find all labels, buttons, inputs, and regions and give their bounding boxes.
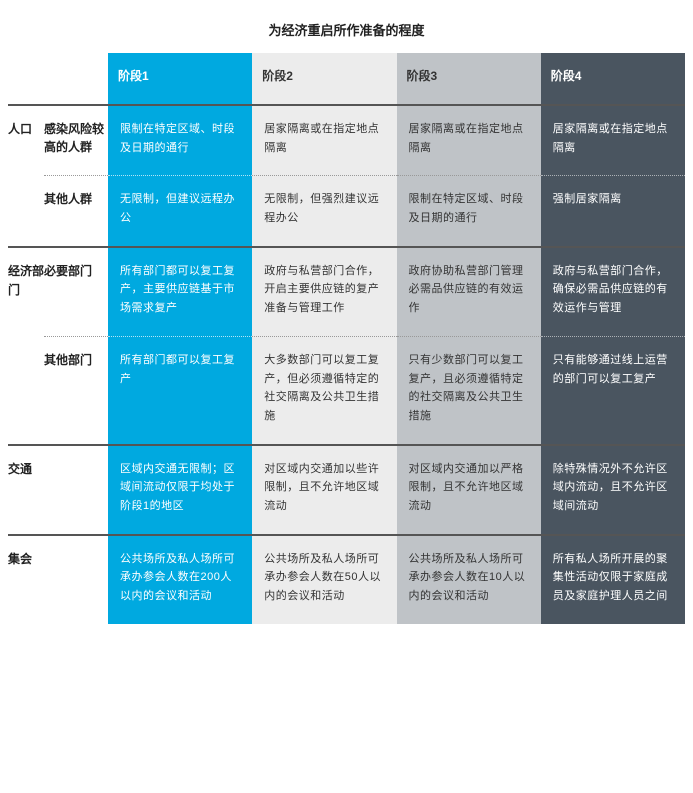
cell-transport-phase4: 除特殊情况外不允许区域内流动，且不允许区域间流动 bbox=[541, 444, 685, 534]
row-label-essential: 必要部门 bbox=[44, 246, 108, 336]
cell-gathering-phase3: 公共场所及私人场所可承办参会人数在10人以内的会议和活动 bbox=[397, 534, 541, 624]
section-spacer bbox=[8, 336, 44, 444]
cell-population-others-phase4: 强制居家隔离 bbox=[541, 175, 685, 245]
section-label-population: 人口 bbox=[8, 104, 44, 175]
column-header-phase4: 阶段4 bbox=[541, 53, 685, 104]
row-label-high-risk: 感染风险较高的人群 bbox=[44, 104, 108, 175]
section-spacer bbox=[8, 175, 44, 245]
cell-population-others-phase3: 限制在特定区域、时段及日期的通行 bbox=[397, 175, 541, 245]
cell-population-others-phase1: 无限制，但建议远程办公 bbox=[108, 175, 252, 245]
column-header-phase1: 阶段1 bbox=[108, 53, 252, 104]
cell-economy-essential-phase4: 政府与私营部门合作，确保必需品供应链的有效运作与管理 bbox=[541, 246, 685, 336]
cell-economy-nonessential-phase2: 大多数部门可以复工复产，但必须遵循特定的社交隔离及公共卫生措施 bbox=[252, 336, 396, 444]
row-label-nonessential: 其他部门 bbox=[44, 336, 108, 444]
row-label-transport bbox=[44, 444, 108, 534]
cell-gathering-phase1: 公共场所及私人场所可承办参会人数在200人以内的会议和活动 bbox=[108, 534, 252, 624]
header-spacer bbox=[8, 53, 44, 104]
section-label-transport: 交通 bbox=[8, 444, 44, 534]
column-header-phase2: 阶段2 bbox=[252, 53, 396, 104]
cell-gathering-phase2: 公共场所及私人场所可承办参会人数在50人以内的会议和活动 bbox=[252, 534, 396, 624]
cell-population-highrisk-phase1: 限制在特定区域、时段及日期的通行 bbox=[108, 104, 252, 175]
row-label-gathering bbox=[44, 534, 108, 624]
phase-table: 阶段1 阶段2 阶段3 阶段4 人口 感染风险较高的人群 限制在特定区域、时段及… bbox=[8, 53, 685, 624]
cell-population-highrisk-phase2: 居家隔离或在指定地点隔离 bbox=[252, 104, 396, 175]
cell-transport-phase1: 区域内交通无限制；区域间流动仅限于均处于阶段1的地区 bbox=[108, 444, 252, 534]
cell-population-others-phase2: 无限制，但强烈建议远程办公 bbox=[252, 175, 396, 245]
cell-economy-nonessential-phase3: 只有少数部门可以复工复产，且必须遵循特定的社交隔离及公共卫生措施 bbox=[397, 336, 541, 444]
row-label-others: 其他人群 bbox=[44, 175, 108, 245]
header-spacer bbox=[44, 53, 108, 104]
cell-transport-phase2: 对区域内交通加以些许限制，且不允许地区域流动 bbox=[252, 444, 396, 534]
cell-economy-nonessential-phase1: 所有部门都可以复工复产 bbox=[108, 336, 252, 444]
cell-gathering-phase4: 所有私人场所开展的聚集性活动仅限于家庭成员及家庭护理人员之间 bbox=[541, 534, 685, 624]
cell-economy-essential-phase3: 政府协助私营部门管理必需品供应链的有效运作 bbox=[397, 246, 541, 336]
cell-population-highrisk-phase3: 居家隔离或在指定地点隔离 bbox=[397, 104, 541, 175]
page-title: 为经济重启所作准备的程度 bbox=[8, 20, 685, 39]
cell-economy-essential-phase2: 政府与私营部门合作，开启主要供应链的复产准备与管理工作 bbox=[252, 246, 396, 336]
cell-economy-nonessential-phase4: 只有能够通过线上运营的部门可以复工复产 bbox=[541, 336, 685, 444]
cell-population-highrisk-phase4: 居家隔离或在指定地点隔离 bbox=[541, 104, 685, 175]
column-header-phase3: 阶段3 bbox=[397, 53, 541, 104]
cell-transport-phase3: 对区域内交通加以严格限制，且不允许地区域流动 bbox=[397, 444, 541, 534]
section-label-gathering: 集会 bbox=[8, 534, 44, 624]
section-label-economy: 经济部门 bbox=[8, 246, 44, 336]
cell-economy-essential-phase1: 所有部门都可以复工复产，主要供应链基于市场需求复产 bbox=[108, 246, 252, 336]
